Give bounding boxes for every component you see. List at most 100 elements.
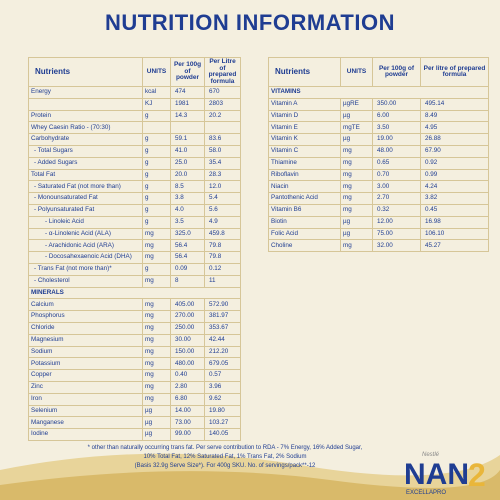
table-row: Chloride mg 250.00 353.67	[28, 321, 241, 335]
table-row: - Arachidonic Acid (ARA) mg 56.4 79.8	[28, 239, 241, 253]
footnote-line: 10% Total Fat, 12% Saturated Fat, 1% Tra…	[143, 454, 307, 460]
nutrient-cell: Protein	[28, 109, 143, 123]
header-cell: UNITS	[142, 57, 171, 87]
nutrient-cell: - Trans Fat (not more than)*	[28, 262, 143, 276]
unit-cell: g	[142, 133, 171, 146]
nutrient-cell: Magnesium	[28, 333, 143, 347]
value-cell: 381.97	[204, 310, 241, 323]
value-cell: 572.90	[204, 298, 241, 312]
empty-cell	[142, 121, 171, 135]
value-cell: 25.0	[170, 156, 205, 170]
table-row: VITAMINS	[268, 86, 489, 99]
logo-name: NAN	[404, 458, 469, 491]
unit-cell: KJ	[142, 97, 171, 111]
value-cell: 212.20	[204, 345, 241, 359]
unit-cell: g	[142, 144, 171, 158]
unit-cell: mgTE	[340, 121, 373, 135]
unit-cell: mg	[142, 310, 171, 323]
nutrient-cell: Whey Caesin Ratio - (70:30)	[28, 121, 143, 135]
unit-cell: mg	[340, 192, 373, 205]
unit-cell: µg	[142, 404, 171, 418]
value-cell: 0.92	[420, 156, 489, 170]
value-cell: 679.05	[204, 357, 241, 371]
table-row: - Trans Fat (not more than)* g 0.09 0.12	[28, 262, 241, 276]
table-row: Sodium mg 150.00 212.20	[28, 345, 241, 359]
header-cell: UNITS	[340, 57, 373, 87]
unit-cell: µg	[142, 416, 171, 430]
section-cell: VITAMINS	[268, 86, 489, 99]
unit-cell: g	[142, 215, 171, 229]
footnote-line: * other than naturally occurring trans f…	[87, 445, 363, 451]
value-cell: 73.00	[170, 416, 205, 430]
table-row: - Polyunsaturated Fat g 4.0 5.6	[28, 203, 241, 217]
table-row: - Linoleic Acid g 3.5 4.9	[28, 215, 241, 229]
nutrient-cell: Energy	[28, 86, 143, 99]
unit-cell: mg	[142, 380, 171, 394]
value-cell: 35.4	[204, 156, 241, 170]
value-cell: 270.00	[170, 310, 205, 323]
table-row: Whey Caesin Ratio - (70:30)	[28, 121, 241, 135]
value-cell: 6.00	[372, 109, 421, 123]
value-cell: 353.67	[204, 321, 241, 335]
table-row: Vitamin B6 mg 0.32 0.45	[268, 203, 489, 217]
nutrient-cell: - Saturated Fat (not more than)	[28, 180, 143, 194]
value-cell: 495.14	[420, 97, 489, 111]
value-cell: 83.6	[204, 133, 241, 146]
nutrient-cell: - Monounsaturated Fat	[28, 192, 143, 205]
value-cell: 250.00	[170, 321, 205, 335]
table-row: Potassium mg 480.00 679.05	[28, 357, 241, 371]
left-table: Nutrients UNITS Per 100g of powder Per Litr…	[28, 57, 241, 441]
nutrient-cell: - Cholesterol	[28, 274, 143, 288]
table-row: KJ 1981 2803	[28, 97, 241, 111]
table-row: Protein g 14.3 20.2	[28, 109, 241, 123]
value-cell: 4.24	[420, 180, 489, 194]
nutrient-cell: Copper	[28, 369, 143, 382]
value-cell: 4.9	[204, 215, 241, 229]
nutrient-cell: Vitamin A	[268, 97, 341, 111]
unit-cell: mg	[142, 239, 171, 253]
table-row: Calcium mg 405.00 572.90	[28, 298, 241, 312]
nutrient-cell: - α-Linolenic Acid (ALA)	[28, 227, 143, 241]
logo-sub: EXCELLAPRO	[406, 490, 446, 496]
nutrient-cell: Choline	[268, 239, 341, 253]
nutrient-cell: Vitamin B6	[268, 203, 341, 217]
table-row: Carbohydrate g 59.1 83.6	[28, 133, 241, 146]
unit-cell: kcal	[142, 86, 171, 99]
value-cell: 79.8	[204, 239, 241, 253]
value-cell: 26.88	[420, 133, 489, 146]
value-cell: 670	[204, 86, 241, 99]
value-cell: 99.00	[170, 428, 205, 441]
table-row: Selenium µg 14.00 19.80	[28, 404, 241, 418]
header-row: Nutrients UNITS Per 100g of powder Per litr…	[268, 57, 489, 87]
nutrient-cell: - Linoleic Acid	[28, 215, 143, 229]
value-cell: 75.00	[372, 227, 421, 241]
unit-cell: µgRE	[340, 97, 373, 111]
unit-cell: mg	[340, 180, 373, 194]
value-cell: 3.82	[420, 192, 489, 205]
unit-cell: mg	[142, 392, 171, 406]
unit-cell: g	[142, 180, 171, 194]
nutrient-cell: Vitamin D	[268, 109, 341, 123]
value-cell: 0.65	[372, 156, 421, 170]
unit-cell: mg	[142, 345, 171, 359]
unit-cell: mg	[142, 251, 171, 264]
nutrient-cell: Iodine	[28, 428, 143, 441]
value-cell: 79.8	[204, 251, 241, 264]
header-row: Nutrients UNITS Per 100g of powder Per Litr…	[28, 57, 241, 87]
nutrient-cell: Manganese	[28, 416, 143, 430]
nutrient-cell: - Total Sugars	[28, 144, 143, 158]
value-cell: 20.0	[170, 168, 205, 182]
nutrient-cell: Folic Acid	[268, 227, 341, 241]
value-cell: 106.10	[420, 227, 489, 241]
unit-cell: mg	[340, 156, 373, 170]
value-cell: 9.62	[204, 392, 241, 406]
value-cell: 0.09	[170, 262, 205, 276]
table-row: Biotin µg 12.00 16.98	[268, 215, 489, 229]
unit-cell: µg	[340, 109, 373, 123]
value-cell: 28.3	[204, 168, 241, 182]
unit-cell: mg	[340, 168, 373, 182]
nutrient-cell: Selenium	[28, 404, 143, 418]
